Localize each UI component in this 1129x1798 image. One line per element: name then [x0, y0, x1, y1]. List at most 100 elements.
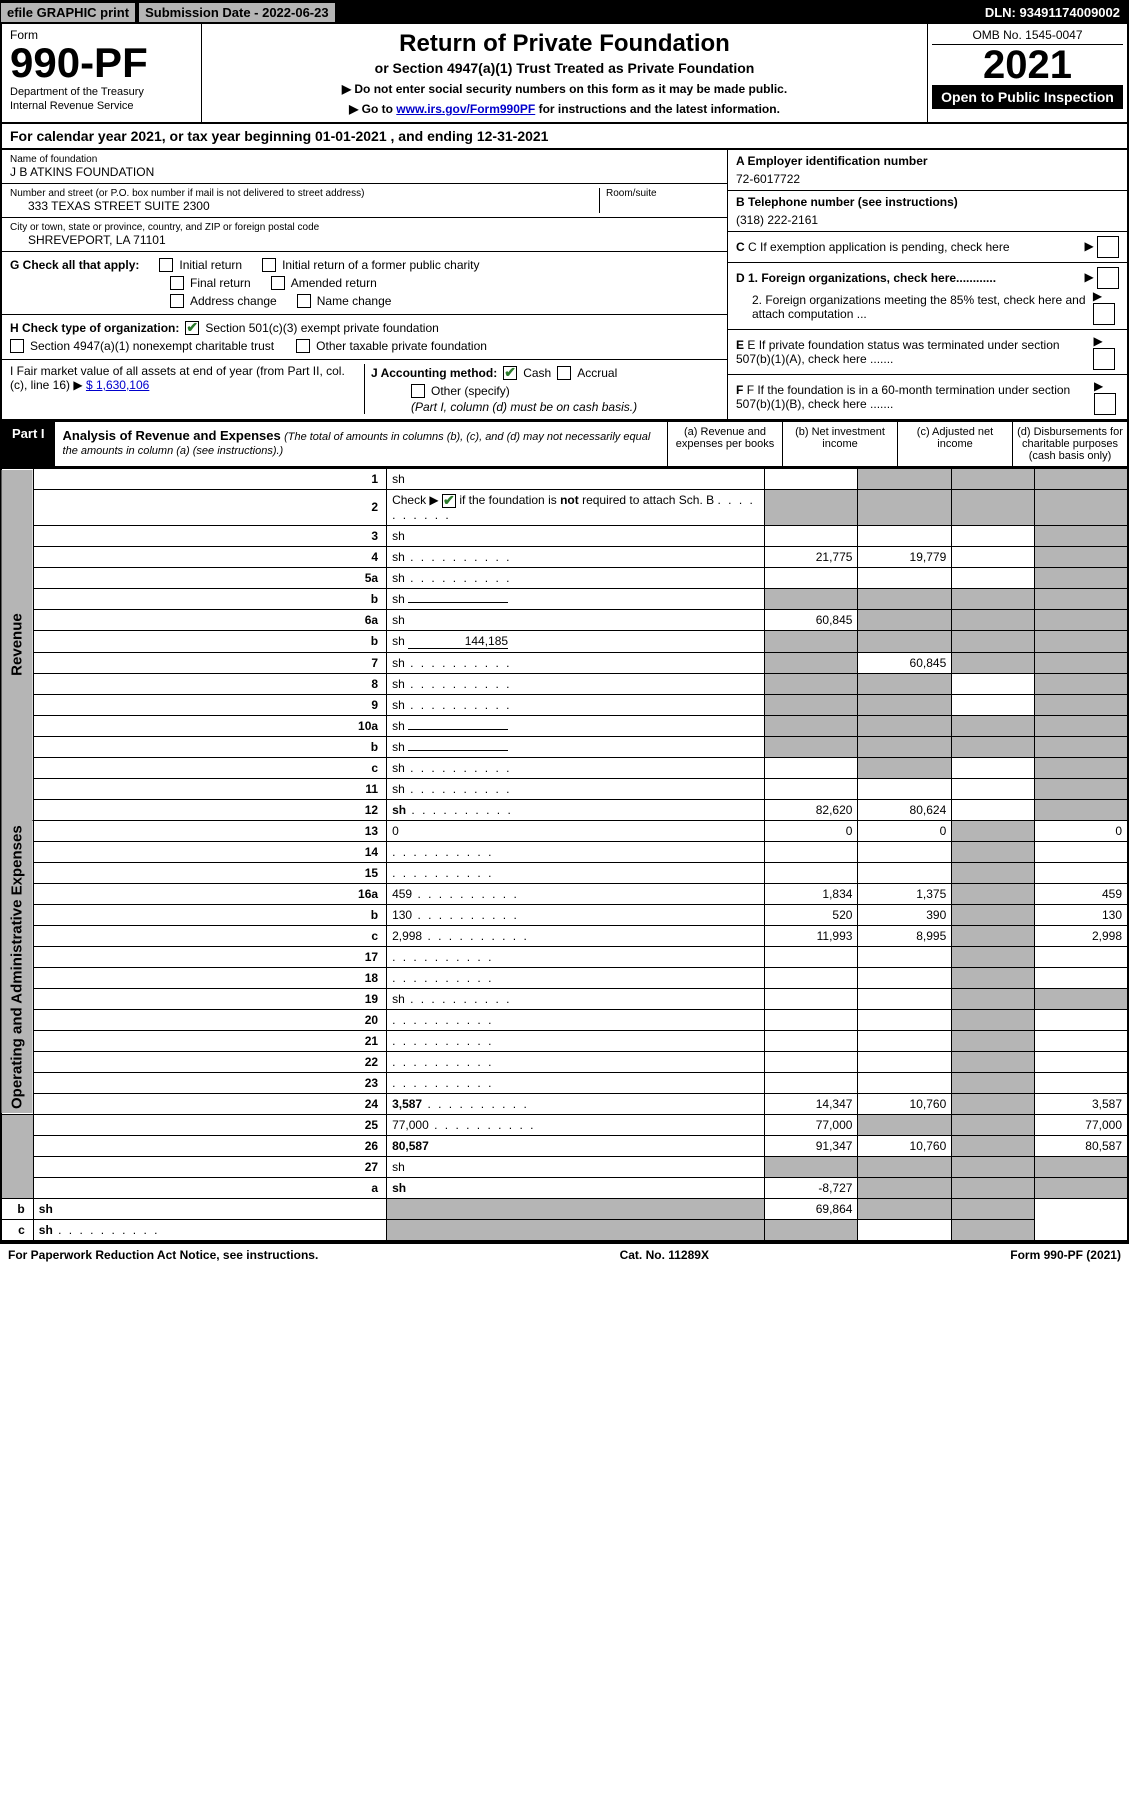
- col-a-header: (a) Revenue and expenses per books: [667, 422, 782, 466]
- row-number: 10a: [33, 715, 386, 736]
- cell-b: [858, 1072, 952, 1093]
- foreign-85-checkbox[interactable]: [1093, 303, 1115, 325]
- calendar-year-row: For calendar year 2021, or tax year begi…: [0, 124, 1129, 150]
- cell-a: [764, 694, 858, 715]
- row-number: b: [33, 904, 386, 925]
- cell-d: [1034, 630, 1128, 652]
- row-desc: 80,587: [387, 1135, 765, 1156]
- 501c3-checkbox[interactable]: [185, 321, 199, 335]
- cell-d: 80,587: [1034, 1135, 1128, 1156]
- row-desc: 77,000: [387, 1114, 765, 1135]
- row-number: 19: [33, 988, 386, 1009]
- foreign-org-checkbox[interactable]: [1097, 267, 1119, 289]
- final-return-checkbox[interactable]: [170, 276, 184, 290]
- irs-link[interactable]: www.irs.gov/Form990PF: [396, 102, 535, 116]
- main-table: Revenue1sh2Check ▶ if the foundation is …: [0, 468, 1129, 1242]
- other-taxable-checkbox[interactable]: [296, 339, 310, 353]
- dept-treasury: Department of the Treasury: [10, 86, 193, 98]
- table-row: Operating and Administrative Expenses130…: [1, 820, 1128, 841]
- table-row: Revenue1sh: [1, 469, 1128, 490]
- amended-return-checkbox[interactable]: [271, 276, 285, 290]
- cell-a: [764, 652, 858, 673]
- row-desc: Check ▶ if the foundation is not require…: [387, 490, 765, 526]
- cash-checkbox[interactable]: [503, 366, 517, 380]
- cell-c: [952, 588, 1034, 609]
- row-desc: sh: [387, 673, 765, 694]
- efile-label: efile GRAPHIC print: [1, 3, 135, 22]
- schb-checkbox[interactable]: [442, 494, 456, 508]
- row-number: 14: [33, 841, 386, 862]
- row-desc: sh: [387, 778, 765, 799]
- cell-b: [858, 1156, 952, 1177]
- cell-b: 80,624: [858, 799, 952, 820]
- cell-b: [858, 988, 952, 1009]
- table-row: 9sh: [1, 694, 1128, 715]
- cell-a: 60,845: [764, 609, 858, 630]
- info-left: Name of foundation J B ATKINS FOUNDATION…: [2, 150, 727, 419]
- initial-return-checkbox[interactable]: [159, 258, 173, 272]
- cell-c: [952, 736, 1034, 757]
- cell-b: [764, 1219, 858, 1241]
- cell-b: [858, 694, 952, 715]
- row-desc: [387, 1072, 765, 1093]
- entity-info: Name of foundation J B ATKINS FOUNDATION…: [0, 150, 1129, 421]
- row-desc: 3,587: [387, 1093, 765, 1114]
- row-number: 18: [33, 967, 386, 988]
- row-number: b: [33, 736, 386, 757]
- cell-b: [858, 1030, 952, 1051]
- cell-a: 0: [764, 820, 858, 841]
- section-ij: I Fair market value of all assets at end…: [2, 360, 727, 418]
- initial-former-checkbox[interactable]: [262, 258, 276, 272]
- row-desc: sh: [387, 469, 765, 490]
- info-right: A Employer identification number 72-6017…: [727, 150, 1127, 419]
- cell-a: [764, 841, 858, 862]
- row-desc: [387, 1009, 765, 1030]
- row-number: c: [33, 757, 386, 778]
- cell-d: [1034, 546, 1128, 567]
- table-row: csh: [1, 1219, 1128, 1241]
- cell-c: [952, 609, 1034, 630]
- section-h: H Check type of organization: Section 50…: [2, 315, 727, 360]
- table-row: 2Check ▶ if the foundation is not requir…: [1, 490, 1128, 526]
- cell-a: [764, 1030, 858, 1051]
- cell-c: [952, 757, 1034, 778]
- cell-a: 520: [764, 904, 858, 925]
- table-row: 7sh60,845: [1, 652, 1128, 673]
- cell-b: [858, 757, 952, 778]
- row-number: 16a: [33, 883, 386, 904]
- row-number: 3: [33, 525, 386, 546]
- cell-a: [764, 946, 858, 967]
- part1-header-row: Part I Analysis of Revenue and Expenses …: [0, 421, 1129, 468]
- row-desc: [387, 841, 765, 862]
- 60-month-checkbox[interactable]: [1094, 393, 1116, 415]
- cell-b: 1,375: [858, 883, 952, 904]
- status-terminated-checkbox[interactable]: [1093, 348, 1115, 370]
- cell-a: 1,834: [764, 883, 858, 904]
- cell-a: 11,993: [764, 925, 858, 946]
- 4947-checkbox[interactable]: [10, 339, 24, 353]
- table-row: 21: [1, 1030, 1128, 1051]
- tax-year: 2021: [932, 45, 1123, 85]
- other-method-checkbox[interactable]: [411, 384, 425, 398]
- table-row: 23: [1, 1072, 1128, 1093]
- cell-b: [858, 673, 952, 694]
- row-desc: sh: [387, 799, 765, 820]
- cell-d: [1034, 694, 1128, 715]
- accrual-checkbox[interactable]: [557, 366, 571, 380]
- cell-a: [764, 757, 858, 778]
- row-desc: sh: [387, 715, 765, 736]
- cell-d: 77,000: [1034, 1114, 1128, 1135]
- fmv-value: $ 1,630,106: [86, 378, 149, 392]
- cell-d: [1034, 1051, 1128, 1072]
- cell-b: [858, 967, 952, 988]
- page-footer: For Paperwork Reduction Act Notice, see …: [0, 1242, 1129, 1266]
- part1-label: Part I: [2, 422, 55, 466]
- address-change-checkbox[interactable]: [170, 294, 184, 308]
- room-label: Room/suite: [606, 188, 719, 199]
- exemption-pending-checkbox[interactable]: [1097, 236, 1119, 258]
- cell-a: [764, 525, 858, 546]
- form-number: 990-PF: [10, 42, 193, 84]
- table-row: 11sh: [1, 778, 1128, 799]
- name-change-checkbox[interactable]: [297, 294, 311, 308]
- cell-c: [858, 1219, 952, 1241]
